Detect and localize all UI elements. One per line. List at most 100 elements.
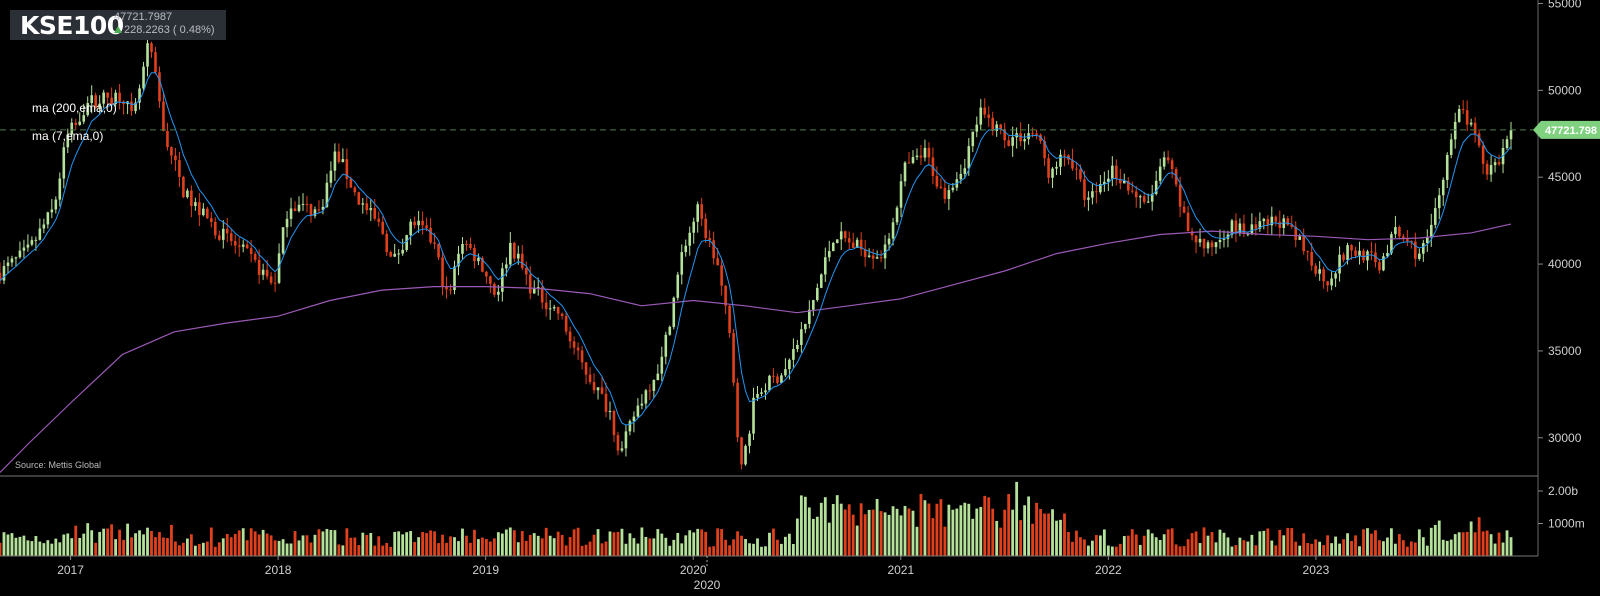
volume-bar [1342, 539, 1345, 556]
volume-bar [1497, 532, 1501, 556]
volume-bar [1397, 534, 1401, 556]
indicator-legend-ema200[interactable]: ma (200,ema,0) [32, 101, 117, 115]
candle-body [397, 253, 400, 255]
candle-body [1254, 224, 1258, 229]
candle-body [796, 344, 799, 350]
candle-body [14, 257, 18, 259]
candle-body [1095, 191, 1098, 193]
volume-bar [433, 531, 436, 556]
candle-body [883, 244, 887, 259]
volume-bar [281, 539, 285, 556]
candle-body [1107, 178, 1110, 182]
candle-body [1035, 133, 1038, 135]
volume-bar [126, 523, 129, 556]
candle-body [301, 203, 305, 205]
candle-body [1138, 196, 1142, 198]
volume-bar [520, 531, 524, 556]
candle-body [951, 187, 955, 191]
candle-body [0, 272, 2, 281]
time-tick-label: 2020 [680, 563, 707, 577]
volume-bar [943, 526, 947, 556]
volume-bar [58, 542, 62, 556]
candle-body [1234, 220, 1238, 233]
volume-bar [417, 537, 421, 556]
volume-bar [313, 534, 317, 556]
candle-body [652, 380, 656, 391]
volume-bar [397, 531, 401, 556]
candle-body [819, 274, 823, 288]
candle-body [1286, 218, 1290, 225]
volume-bar [776, 539, 779, 556]
volume-bar [1425, 545, 1429, 556]
candle-body [1087, 197, 1090, 200]
volume-bar [592, 534, 596, 556]
candle-body [1270, 216, 1274, 226]
volume-bar [305, 535, 309, 556]
volume-bar [142, 534, 145, 556]
volume-bar [1413, 542, 1417, 556]
candle-body [1318, 269, 1321, 274]
volume-bar [1031, 523, 1034, 556]
candle-body [277, 253, 281, 283]
volume-bar [6, 534, 10, 556]
candle-body [556, 307, 560, 314]
volume-bar [947, 504, 951, 556]
volume-bar [1087, 545, 1090, 556]
volume-bar [118, 529, 122, 556]
volume-bar [660, 533, 664, 556]
candle-body [1182, 206, 1186, 213]
volume-bar [656, 529, 660, 556]
candle-body [692, 221, 696, 233]
candle-body [46, 212, 50, 225]
candle-body [1214, 242, 1218, 248]
volume-bar [321, 531, 325, 556]
volume-bar [923, 500, 927, 556]
candle-body [1250, 224, 1254, 234]
volume-bar [1218, 529, 1222, 556]
candle-body [724, 285, 727, 306]
volume-bar [819, 502, 823, 556]
volume-bar [512, 530, 516, 556]
candle-body [485, 271, 488, 277]
candle-body [429, 228, 432, 243]
volume-bar [349, 537, 353, 556]
volume-bar [245, 540, 249, 556]
volume-bar [221, 538, 225, 556]
volume-bar [843, 509, 847, 556]
volume-bar [1047, 513, 1050, 556]
volume-bar [1302, 533, 1306, 556]
volume-bar [425, 533, 428, 556]
candle-body [1473, 122, 1477, 134]
candle-body [1262, 218, 1266, 222]
volume-bar [46, 540, 50, 556]
volume-bar [70, 538, 74, 556]
candle-body [764, 390, 767, 393]
volume-bar [959, 505, 963, 556]
volume-bar [752, 543, 755, 556]
indicator-legend-ema7[interactable]: ma (7,ema,0) [32, 129, 104, 143]
candle-body [979, 107, 983, 125]
candle-body [158, 72, 161, 102]
volume-bar [496, 532, 500, 556]
candle-body [1306, 251, 1309, 253]
candle-body [206, 208, 209, 219]
volume-bar [249, 528, 253, 556]
candle-body [1433, 208, 1437, 225]
candle-body [927, 147, 931, 158]
candle-body [895, 207, 899, 223]
volume-bar [811, 518, 815, 556]
time-tick-label: 2022 [1095, 563, 1122, 577]
volume-bar [712, 546, 716, 556]
volume-bar [1286, 527, 1290, 556]
volume-bar [181, 542, 185, 556]
volume-bar [42, 543, 46, 556]
candle-body [708, 238, 711, 241]
candle-body [899, 181, 903, 208]
volume-bar [154, 537, 157, 556]
candle-body [329, 170, 333, 183]
candle-body [221, 228, 225, 240]
candle-body [457, 253, 460, 267]
candle-body [1210, 242, 1214, 248]
candle-body [106, 92, 109, 98]
